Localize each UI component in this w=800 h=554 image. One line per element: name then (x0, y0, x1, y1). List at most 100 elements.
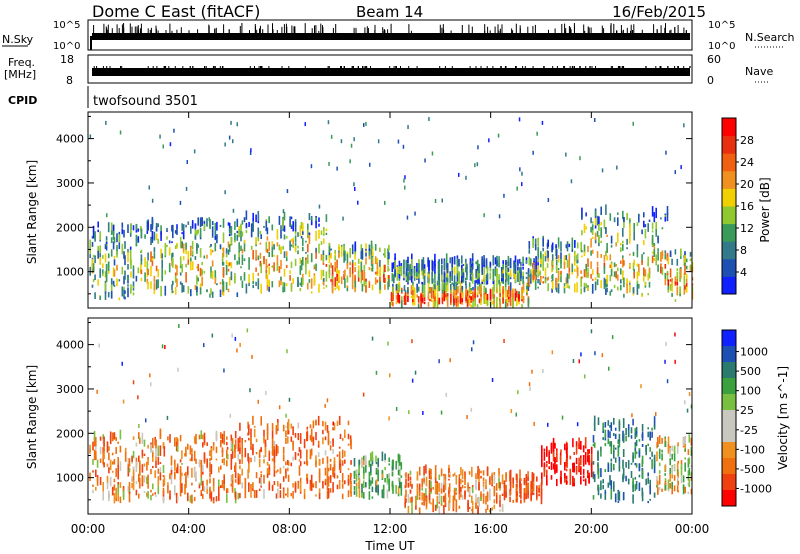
power-echo (376, 262, 379, 270)
power-echo (429, 299, 431, 302)
power-echo (598, 235, 600, 243)
velocity-echo (341, 463, 344, 466)
power-echo (512, 289, 514, 299)
velocity-echo (407, 483, 410, 488)
velocity-echo (298, 465, 301, 476)
nsky-spike (137, 25, 139, 33)
power-echo (603, 219, 606, 229)
nsky-spike (554, 28, 556, 33)
power-echo (292, 239, 294, 245)
velocity-echo (185, 476, 187, 486)
power-echo (325, 232, 328, 235)
velocity-echo (475, 473, 477, 480)
power-echo (568, 253, 571, 258)
velocity-echo (124, 451, 127, 462)
velocity-echo (252, 415, 254, 425)
velocity-echo (344, 480, 346, 485)
power-echo (379, 277, 382, 283)
velocity-echo (622, 435, 625, 443)
power-echo (638, 214, 640, 223)
nsky-spike (171, 30, 173, 33)
power-echo (144, 234, 146, 237)
velocity-echo (382, 492, 385, 499)
velocity-echo (614, 457, 617, 463)
velocity-echo-speck (138, 424, 140, 428)
velocity-echo (363, 468, 365, 475)
velocity-echo (543, 448, 546, 452)
velocity-echo (530, 493, 532, 501)
velocity-echo (191, 467, 193, 478)
power-echo (501, 271, 503, 277)
power-echo (176, 265, 178, 276)
velocity-echo (111, 432, 114, 442)
power-echo (441, 279, 444, 290)
power-echo (273, 244, 275, 250)
freq-panel: Freq. [MHz] 18 8 60 0 Nave (4, 53, 773, 87)
velocity-echo (630, 427, 633, 434)
power-echo (351, 272, 354, 277)
velocity-echo (386, 489, 389, 499)
velocity-echo (588, 449, 590, 454)
power-echo (397, 292, 399, 301)
velocity-echo (275, 470, 278, 474)
velocity-echo (584, 454, 587, 465)
velocity-echo (111, 452, 114, 456)
power-echo (105, 246, 108, 251)
power-echo (664, 213, 667, 222)
power-echo (278, 266, 281, 273)
time-tick-label: 08:00 (272, 522, 307, 536)
power-echo (344, 250, 346, 254)
velocity-echo (119, 482, 122, 489)
power-echo (121, 266, 124, 275)
velocity-echo (170, 466, 173, 472)
power-echo (334, 249, 336, 254)
velocity-echo (275, 493, 278, 499)
power-echo (94, 274, 96, 280)
velocity-echo (209, 478, 211, 484)
power-echo (432, 292, 435, 300)
power-echo (445, 277, 448, 281)
power-echo (190, 257, 192, 262)
velocity-echo (444, 474, 447, 480)
time-tick-label: 12:00 (373, 522, 408, 536)
velocity-echo (395, 485, 397, 494)
nsky-spike (214, 28, 216, 33)
power-echo (197, 244, 199, 247)
power-echo (123, 289, 125, 299)
nsky-spike (590, 27, 592, 33)
power-echo (574, 250, 576, 261)
power-echo (394, 269, 396, 274)
power-echo-speck (476, 162, 479, 167)
velocity-echo (641, 444, 644, 447)
velocity-echo (253, 455, 256, 462)
velocity-echo (113, 484, 116, 491)
velocity-echo (495, 483, 498, 491)
velocity-echo (285, 437, 287, 444)
power-echo (310, 278, 313, 289)
power-echo (307, 282, 309, 290)
power-echo (674, 281, 677, 285)
velocity-echo (536, 485, 538, 493)
velocity-echo (355, 474, 358, 482)
power-echo-speck (105, 120, 107, 125)
power-echo (201, 269, 203, 276)
power-echo (664, 272, 667, 280)
velocity-echo (407, 473, 410, 482)
velocity-echo (440, 495, 443, 506)
velocity-echo (627, 460, 630, 469)
velocity-echo (89, 444, 91, 449)
velocity-echo (231, 474, 234, 481)
power-echo (268, 252, 270, 257)
power-echo (132, 265, 135, 269)
power-echo (418, 278, 420, 284)
velocity-echo (303, 439, 306, 449)
nsky-spike (499, 30, 501, 33)
power-echo (471, 260, 474, 264)
power-echo (363, 266, 366, 273)
power-echo (557, 283, 560, 294)
power-echo (622, 270, 624, 281)
velocity-echo (250, 484, 252, 490)
power-echo (130, 223, 132, 234)
velocity-echo (355, 470, 358, 476)
